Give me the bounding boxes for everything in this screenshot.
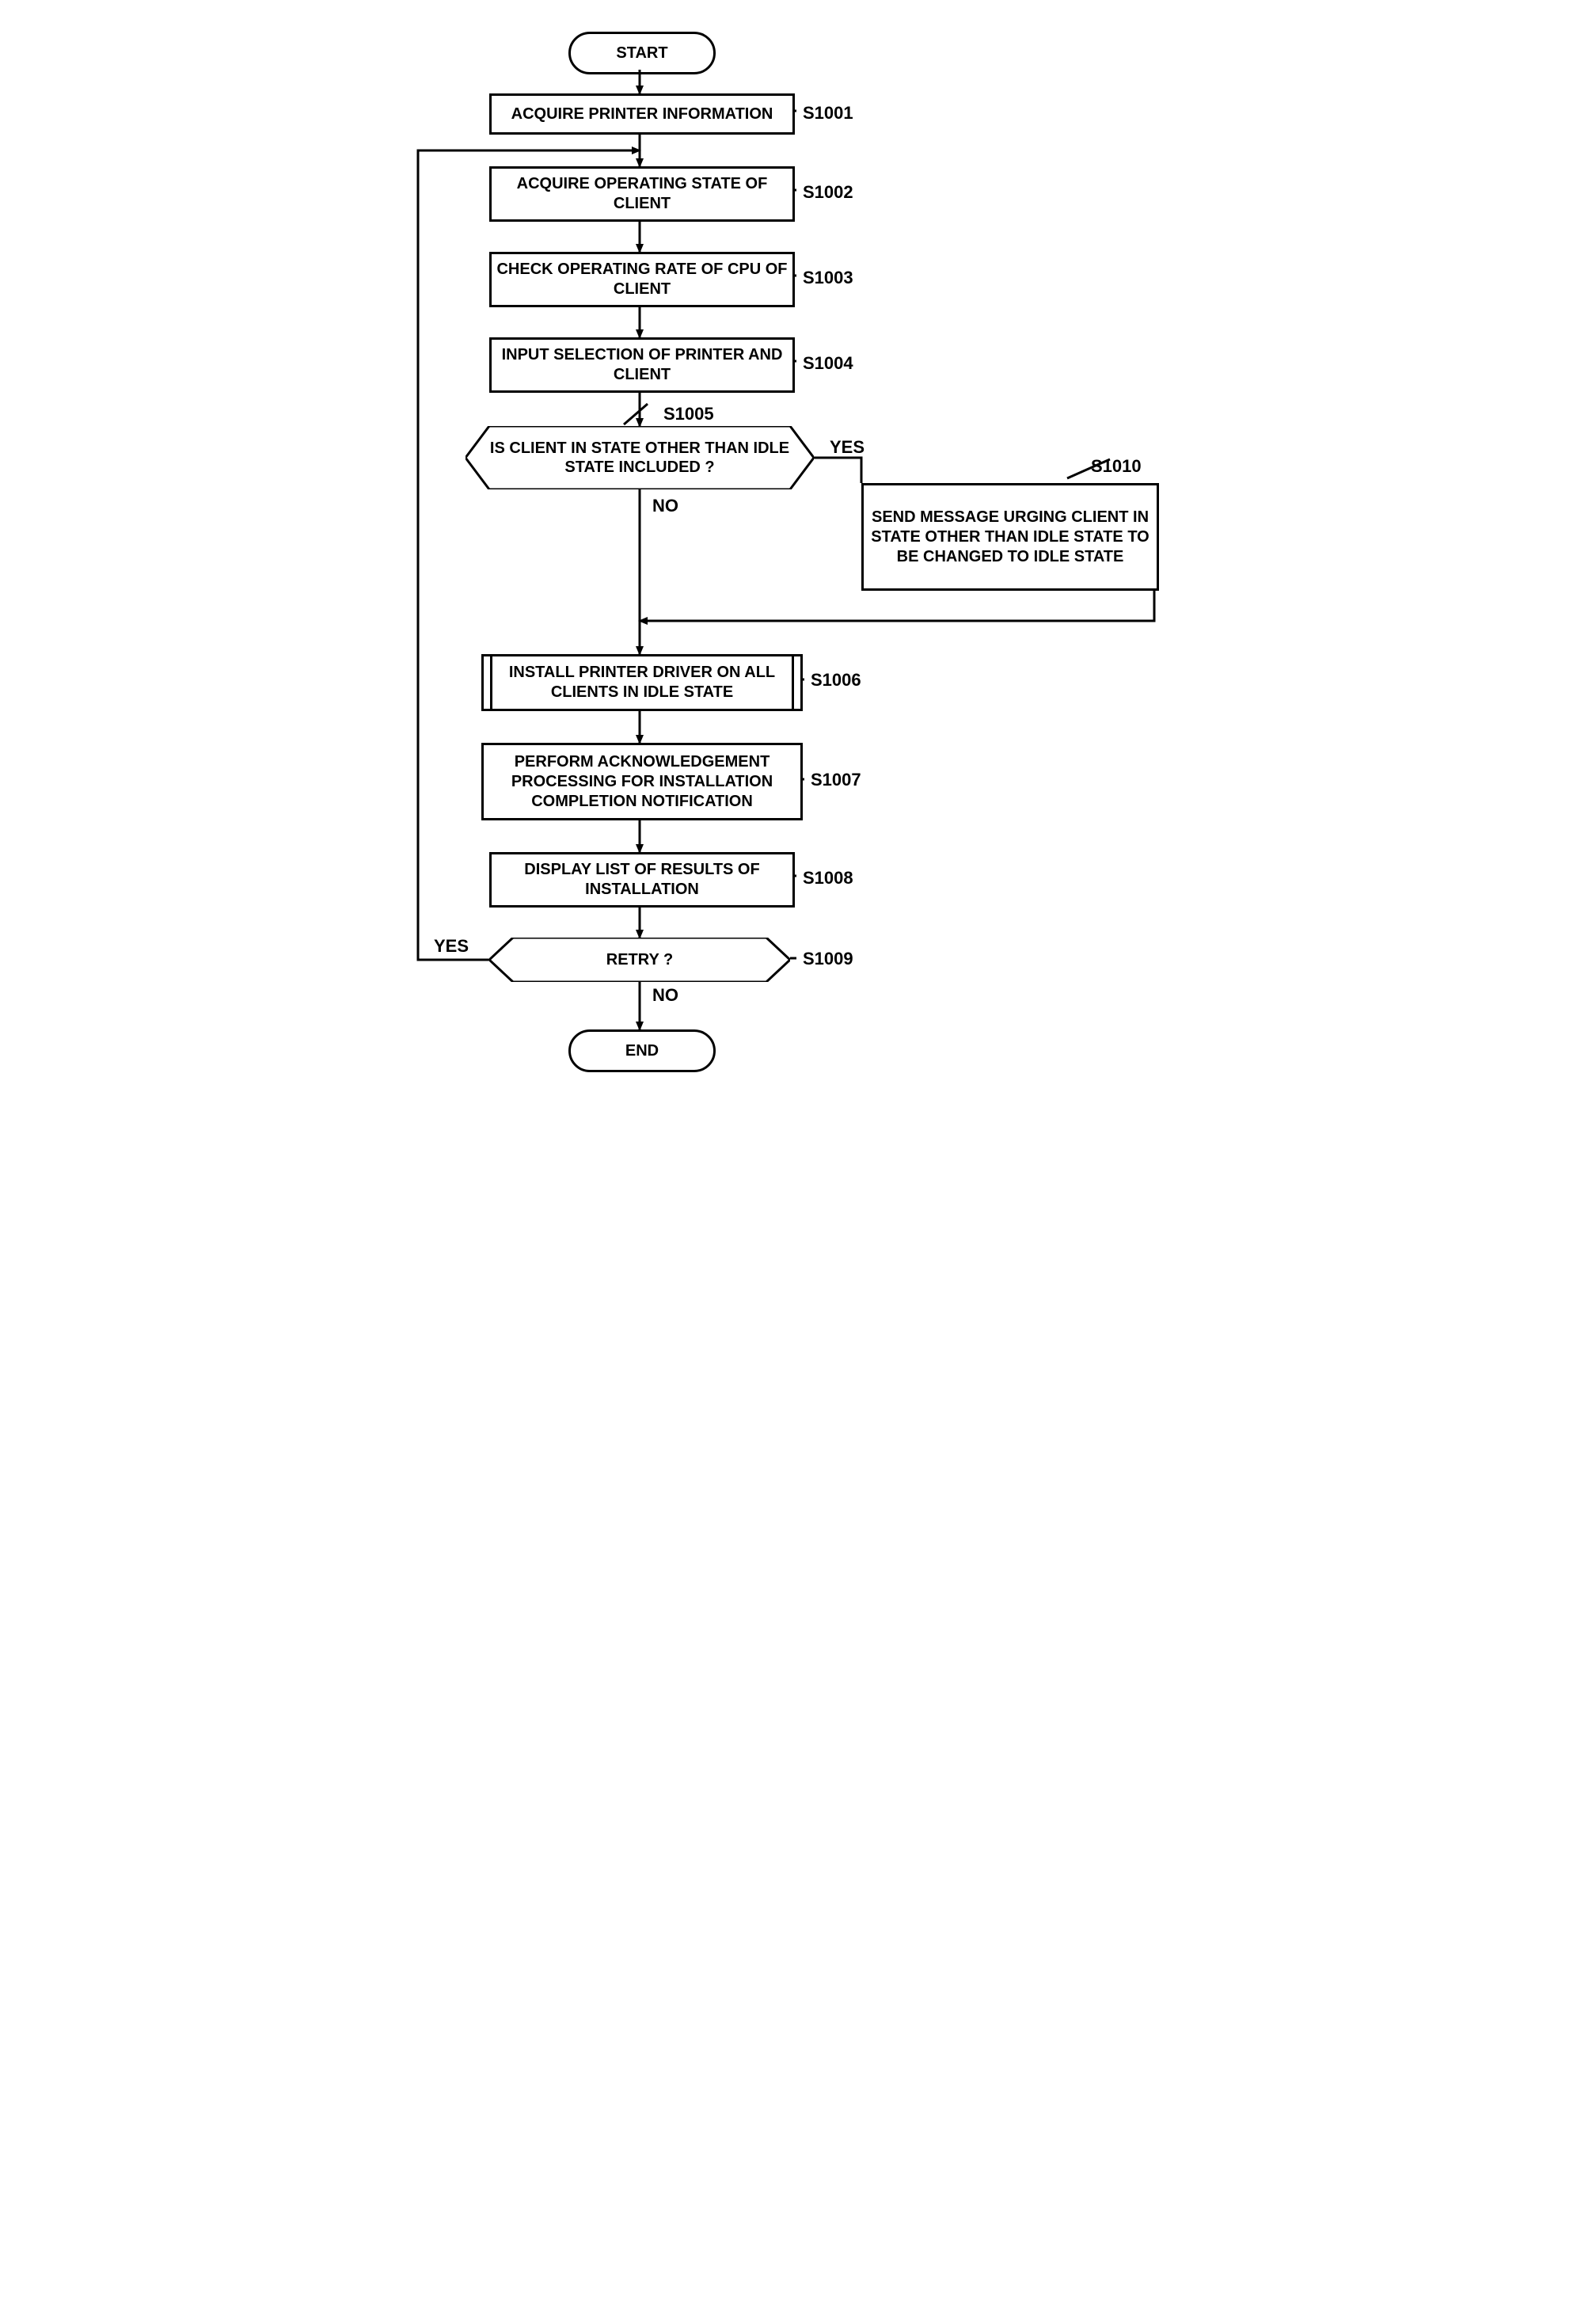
edge-label-no2: NO [652, 985, 678, 1006]
node-s1002: ACQUIRE OPERATING STATE OF CLIENT [489, 166, 795, 222]
step-label-s1008: S1008 [803, 868, 853, 889]
node-s1003: CHECK OPERATING RATE OF CPU OF CLIENT [489, 252, 795, 307]
edge-label-no1: NO [652, 496, 678, 516]
node-label-s1009: RETRY ? [489, 938, 790, 982]
node-s1007: PERFORM ACKNOWLEDGEMENT PROCESSING FOR I… [481, 743, 803, 820]
step-label-s1007: S1007 [811, 770, 861, 790]
flowchart-canvas: START ACQUIRE PRINTER INFORMATION ACQUIRE … [402, 32, 1194, 1172]
edge-label-yes2: YES [434, 936, 469, 957]
step-label-s1003: S1003 [803, 268, 853, 288]
step-label-s1004: S1004 [803, 353, 853, 374]
step-label-s1009: S1009 [803, 949, 853, 969]
node-end: END [568, 1029, 716, 1072]
step-label-s1001: S1001 [803, 103, 853, 124]
node-start: START [568, 32, 716, 74]
node-s1008: DISPLAY LIST OF RESULTS OF INSTALLATION [489, 852, 795, 908]
node-s1009: RETRY ? [489, 938, 790, 982]
node-s1005: IS CLIENT IN STATE OTHER THAN IDLE STATE… [466, 426, 814, 489]
node-label-s1005: IS CLIENT IN STATE OTHER THAN IDLE STATE… [466, 426, 814, 489]
step-label-s1002: S1002 [803, 182, 853, 203]
node-s1004: INPUT SELECTION OF PRINTER AND CLIENT [489, 337, 795, 393]
node-s1010: SEND MESSAGE URGING CLIENT IN STATE OTHE… [861, 483, 1159, 591]
step-label-s1010: S1010 [1091, 456, 1142, 477]
node-s1001: ACQUIRE PRINTER INFORMATION [489, 93, 795, 135]
node-s1006: INSTALL PRINTER DRIVER ON ALL CLIENTS IN… [481, 654, 803, 711]
step-label-s1005: S1005 [663, 404, 714, 424]
edge-label-yes1: YES [830, 437, 864, 458]
step-label-s1006: S1006 [811, 670, 861, 691]
